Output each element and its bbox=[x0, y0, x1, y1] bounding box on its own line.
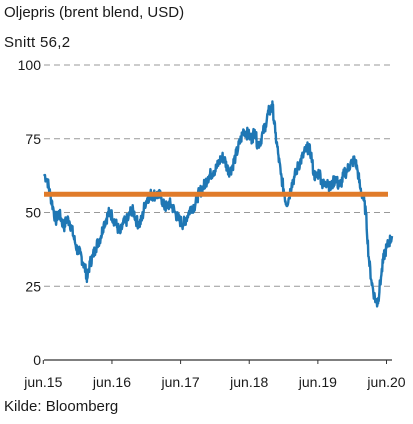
x-tick-label: jun.16 bbox=[92, 374, 131, 390]
x-tick-label: jun.20 bbox=[366, 374, 405, 390]
grid-lines bbox=[44, 64, 392, 287]
y-tick-label: 50 bbox=[25, 205, 41, 221]
y-axis-ticks: 0 25 50 75 100 bbox=[18, 57, 42, 368]
x-tick-label: jun.17 bbox=[161, 374, 200, 390]
x-tick-label: jun.15 bbox=[23, 374, 62, 390]
source-note: Kilde: Bloomberg bbox=[4, 398, 119, 415]
y-tick-label: 100 bbox=[18, 57, 42, 73]
y-tick-label: 75 bbox=[25, 131, 41, 147]
price-series-line bbox=[42, 100, 394, 308]
x-tick-label: jun.19 bbox=[298, 374, 337, 390]
y-tick-label: 0 bbox=[33, 352, 41, 368]
chart-subtitle-average: Snitt 56,2 bbox=[4, 34, 71, 51]
chart-title: Oljepris (brent blend, USD) bbox=[4, 4, 185, 21]
y-tick-label: 25 bbox=[25, 278, 41, 294]
x-axis-ticks: jun.15 jun.16 jun.17 jun.18 jun.19 jun.20 bbox=[23, 360, 406, 390]
x-tick-label: jun.18 bbox=[229, 374, 268, 390]
